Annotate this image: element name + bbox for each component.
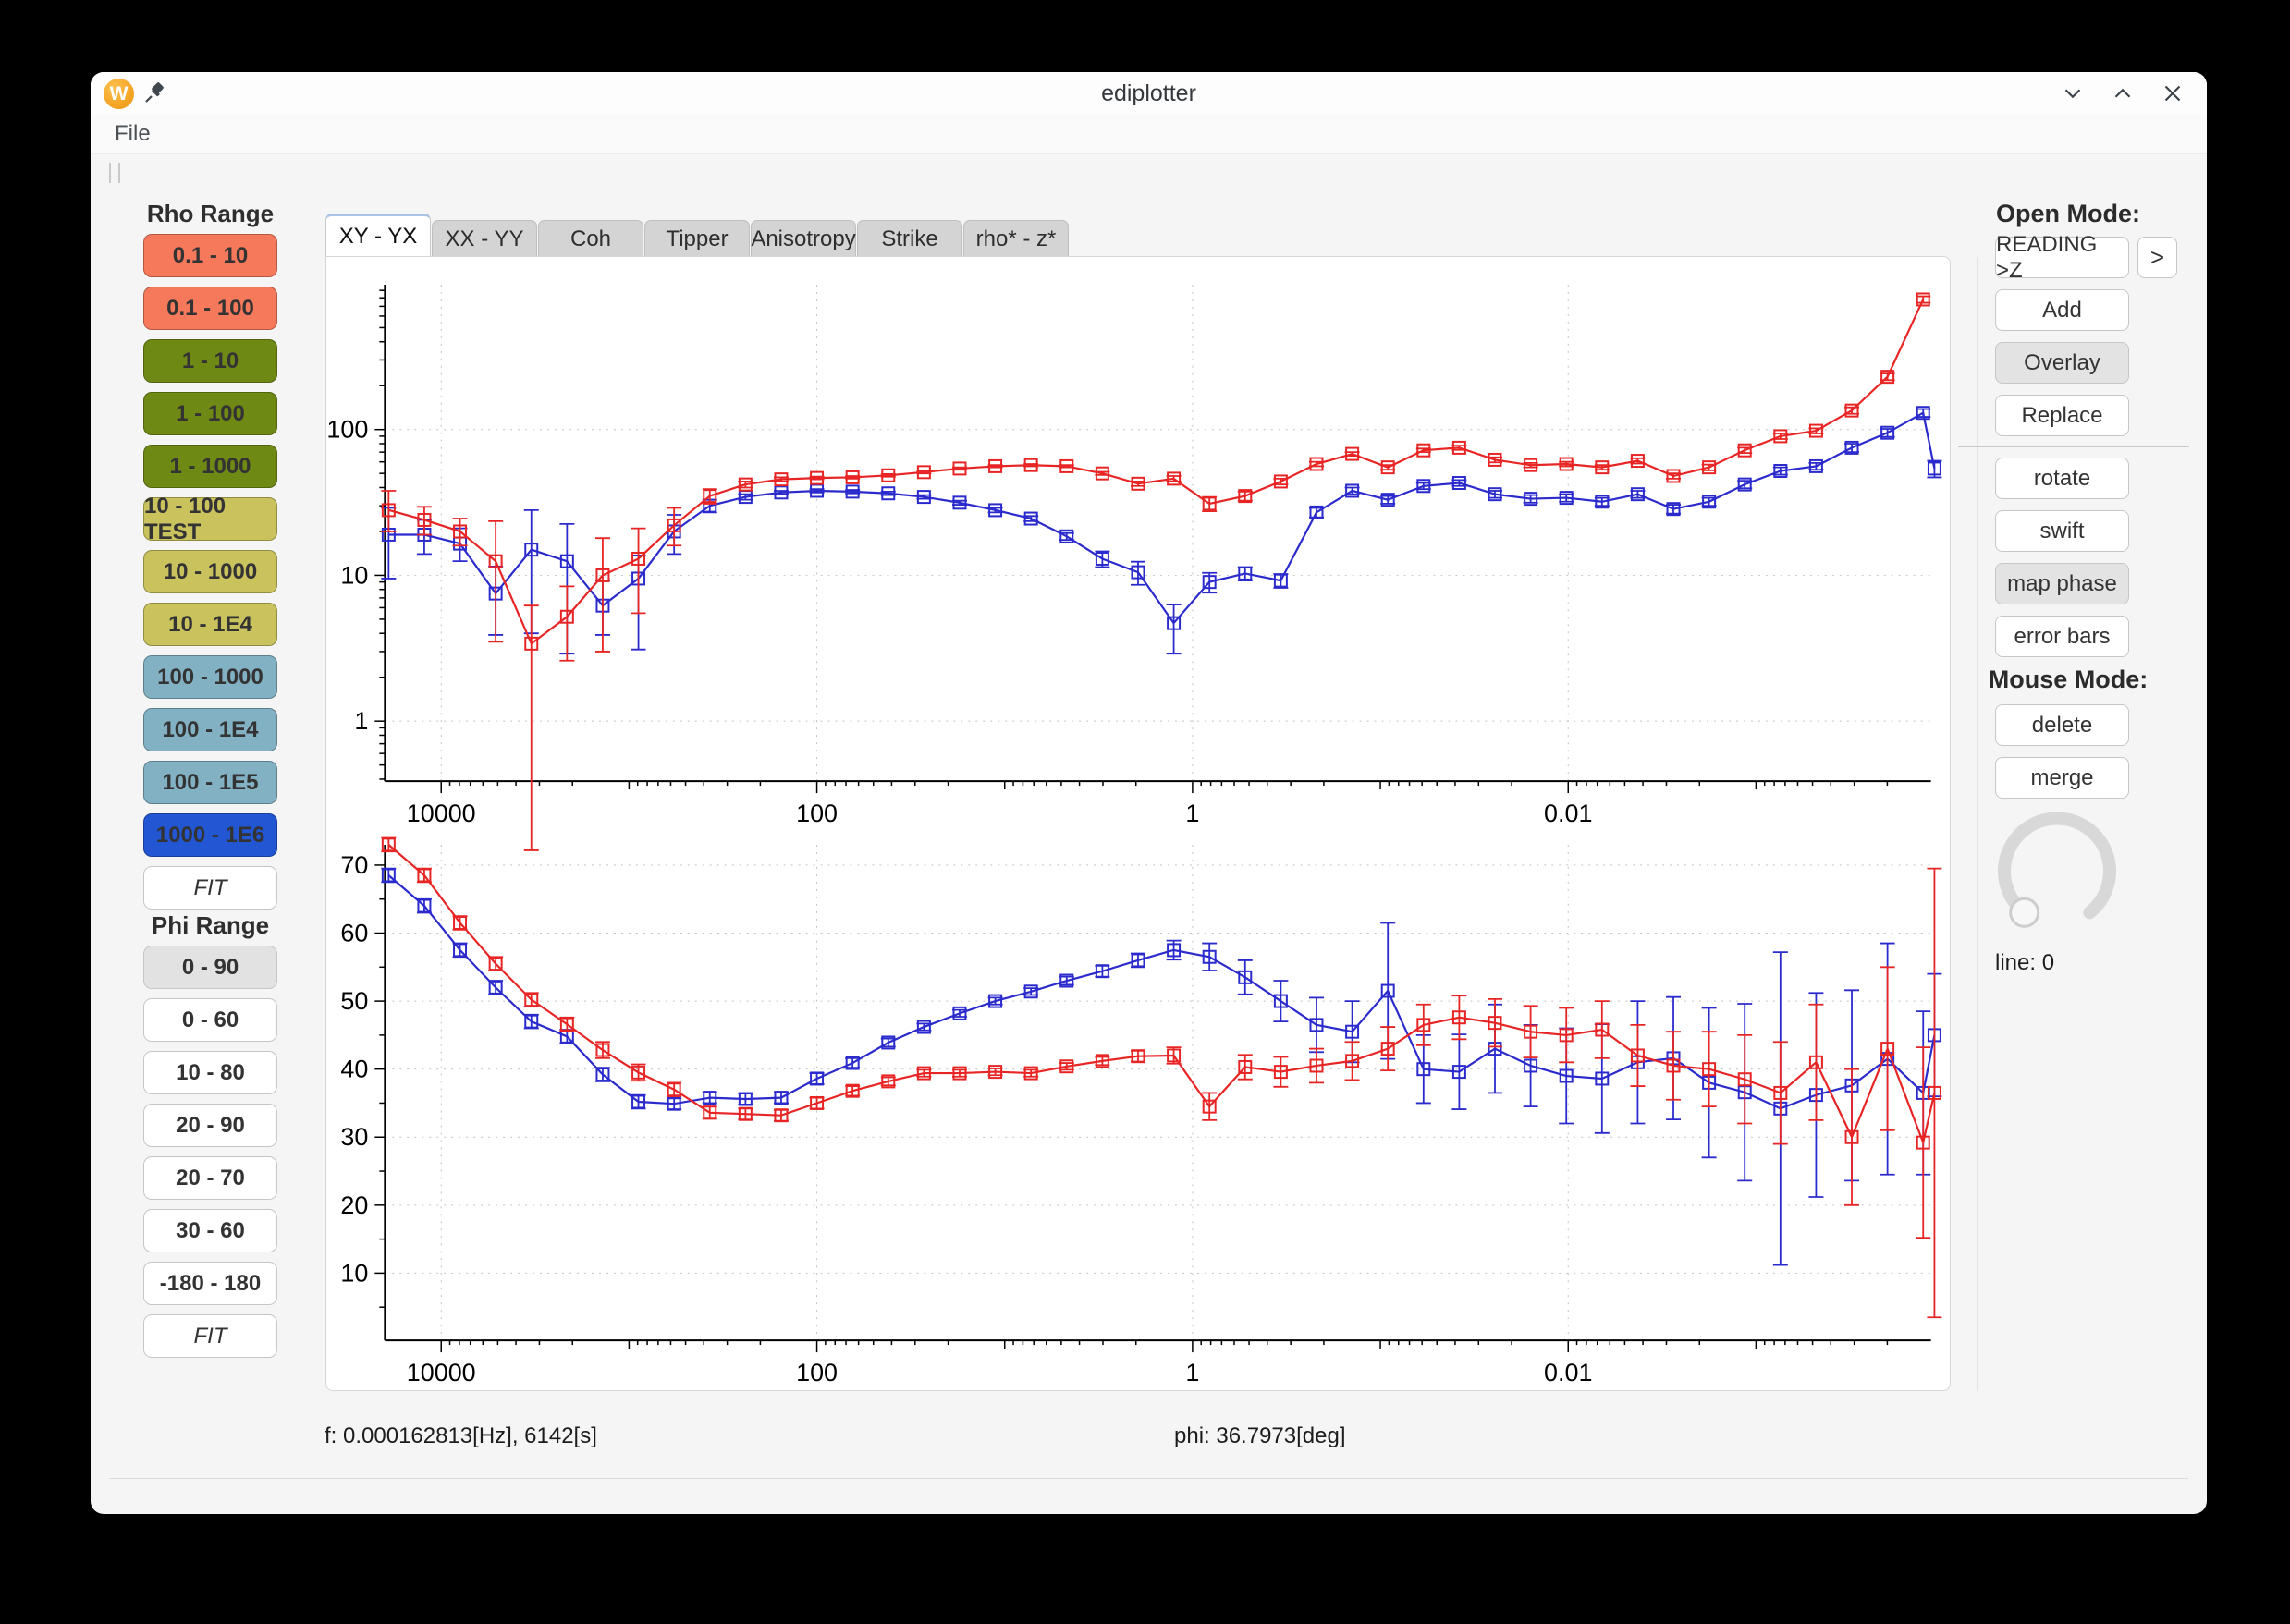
svg-text:30: 30 [340,1123,368,1151]
rho-button-100-1e4[interactable]: 100 - 1E4 [143,708,277,751]
statusbar-separator [109,1478,2188,1479]
rho-button-100-1e5[interactable]: 100 - 1E5 [143,761,277,804]
toolbar-grip[interactable] [109,163,120,183]
tool-swift[interactable]: swift [1995,510,2129,552]
open-mode-replace[interactable]: Replace [1995,395,2129,436]
svg-text:10000: 10000 [407,800,476,827]
series-rho-xy-red [381,292,1931,851]
svg-text:10000: 10000 [407,1359,476,1386]
svg-text:100: 100 [796,800,838,827]
rho-button-10-100-test[interactable]: 10 - 100 TEST [143,494,277,544]
minimize-icon[interactable] [2059,79,2087,107]
dial-line-label: line: 0 [1995,950,2055,975]
plot-tabbar: XY - YX XX - YY Coh Tipper Anisotropy Strike r… [325,214,1070,257]
tool-rotate[interactable]: rotate [1995,458,2129,499]
phi-range-title: Phi Range [151,911,270,939]
open-mode-buttons: READING >Z > Add Overlay Replace [1995,232,2177,447]
phi-button-fit[interactable]: FIT [143,1314,277,1358]
series-rho-yx-blue [381,406,1942,655]
mouse-mode-merge[interactable]: merge [1995,757,2129,799]
tab-xy-yx[interactable]: XY - YX [325,214,431,257]
svg-text:70: 70 [340,851,368,879]
rho-range-title: Rho Range [146,200,275,227]
phi-button-10-80[interactable]: 10 - 80 [143,1051,277,1094]
phi-button-180-180[interactable]: -180 - 180 [143,1262,277,1305]
rho-button-100-1000[interactable]: 100 - 1000 [143,655,277,699]
svg-text:40: 40 [340,1056,368,1083]
phi-button-20-90[interactable]: 20 - 90 [143,1104,277,1147]
mouse-mode-buttons: delete merge [1995,704,2129,810]
mouse-mode-title: Mouse Mode: [1988,665,2149,693]
mouse-mode-delete[interactable]: delete [1995,704,2129,746]
rho-button-0-1-100[interactable]: 0.1 - 100 [143,287,277,330]
rho-button-1000-1e6[interactable]: 1000 - 1E6 [143,813,277,857]
svg-text:100: 100 [326,416,368,444]
plots-canvas[interactable]: 10000 100 1 0.01 100 10 1 10000 100 1 0.01 70 60 50 40… [326,257,1950,1390]
series-phi-yx-blue [381,867,1942,1266]
svg-text:60: 60 [340,919,368,946]
svg-text:1: 1 [354,707,368,735]
rho-button-10-1000[interactable]: 10 - 1000 [143,550,277,593]
tab-xx-yy[interactable]: XX - YY [432,220,537,257]
rho-range-buttons: 0.1 - 10 0.1 - 100 1 - 10 1 - 100 1 - 1000 10… [143,234,277,919]
maximize-icon[interactable] [2109,79,2137,107]
svg-text:100: 100 [796,1359,838,1386]
tab-tipper[interactable]: Tipper [644,220,750,257]
tab-strike[interactable]: Strike [857,220,962,257]
svg-text:0.01: 0.01 [1544,800,1592,827]
svg-text:10: 10 [340,1259,368,1287]
open-mode-title: Open Mode: [1996,200,2140,227]
rotation-dial[interactable] [1992,806,2131,945]
panel-splitter[interactable] [1977,257,1978,1391]
tool-error-bars[interactable]: error bars [1995,616,2129,657]
phi-button-20-70[interactable]: 20 - 70 [143,1156,277,1200]
open-mode-next-arrow-button[interactable]: > [2137,237,2177,278]
right-panel-divider [1958,446,2189,447]
window-title: ediplotter [1101,79,1196,106]
open-mode-overlay[interactable]: Overlay [1995,342,2129,384]
tool-buttons: rotate swift map phase error bars [1995,458,2129,668]
status-phi: phi: 36.7973[deg] [1174,1423,1346,1448]
svg-text:20: 20 [340,1191,368,1219]
phi-button-0-60[interactable]: 0 - 60 [143,998,277,1042]
svg-text:50: 50 [340,987,368,1015]
series-phi-xy-red [381,836,1942,1319]
dial-ring [1998,812,2116,920]
open-mode-add[interactable]: Add [1995,289,2129,331]
rho-button-0-1-10[interactable]: 0.1 - 10 [143,234,277,277]
svg-text:0.01: 0.01 [1544,1359,1592,1386]
pin-icon[interactable] [142,81,166,105]
rho-button-1-1000[interactable]: 1 - 1000 [143,445,277,488]
phi-button-0-90[interactable]: 0 - 90 [143,946,277,989]
phi-button-30-60[interactable]: 30 - 60 [143,1209,277,1252]
menubar: File [91,115,2207,154]
tab-coh[interactable]: Coh [538,220,643,257]
menu-file[interactable]: File [115,121,151,146]
tool-map-phase[interactable]: map phase [1995,563,2129,604]
status-frequency: f: 0.000162813[Hz], 6142[s] [325,1423,597,1448]
dial-knob[interactable] [2009,897,2040,928]
close-icon[interactable] [2159,79,2186,107]
rho-button-1-10[interactable]: 1 - 10 [143,339,277,383]
svg-text:1: 1 [1185,800,1199,827]
rho-button-fit[interactable]: FIT [143,866,277,910]
open-mode-reading-z[interactable]: READING >Z [1995,232,2129,283]
svg-text:10: 10 [340,561,368,589]
tab-anisotropy[interactable]: Anisotropy [751,220,856,257]
rho-button-1-100[interactable]: 1 - 100 [143,392,277,435]
rho-button-10-1e4[interactable]: 10 - 1E4 [143,603,277,646]
titlebar: W ediplotter [91,72,2207,115]
svg-text:1: 1 [1185,1359,1199,1386]
plot-panel: 10000 100 1 0.01 100 10 1 10000 100 1 0.01 70 60 50 40… [325,256,1951,1391]
phi-range-buttons: 0 - 90 0 - 60 10 - 80 20 - 90 20 - 70 30 - 60… [143,946,277,1367]
app-icon: W [104,79,134,109]
tab-rho-z[interactable]: rho* - z* [963,220,1069,257]
app-window: W ediplotter File Rho Range 0.1 - 10 0.1 … [91,72,2207,1514]
window-controls [2059,79,2186,107]
